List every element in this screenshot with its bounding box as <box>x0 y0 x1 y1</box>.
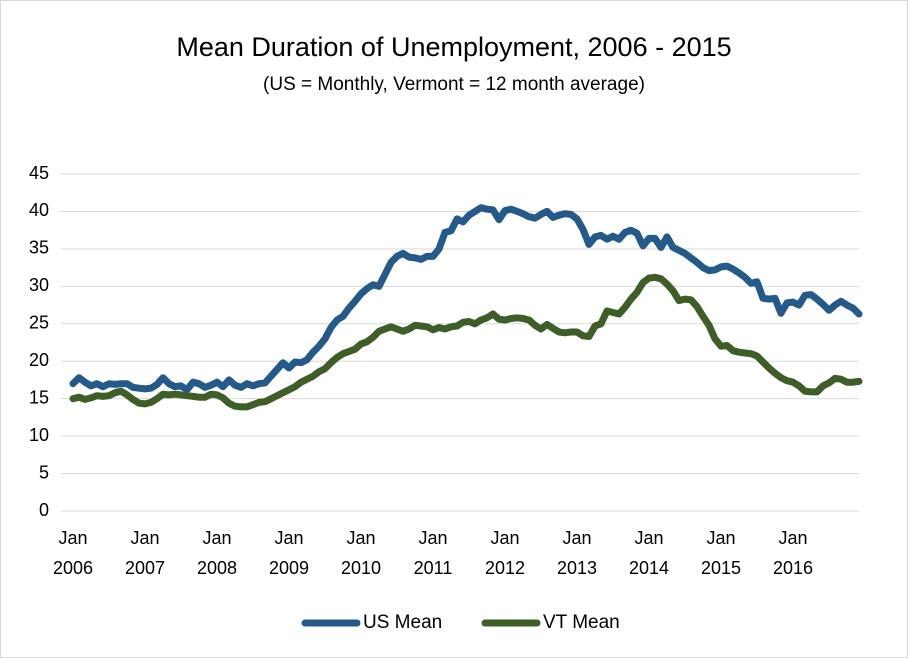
x-tick-label: Jan 2012 <box>484 528 526 578</box>
x-tick-label: Jan 2010 <box>340 528 382 578</box>
line-series <box>69 204 863 394</box>
x-tick-label: Jan 2008 <box>196 528 238 578</box>
y-tick-label: 40 <box>29 200 49 220</box>
y-tick-label: 25 <box>29 313 49 333</box>
chart-subtitle: (US = Monthly, Vermont = 12 month averag… <box>263 74 645 95</box>
y-tick-label: 20 <box>29 350 49 370</box>
y-tick-label: 15 <box>29 387 49 407</box>
y-tick-label: 30 <box>29 275 49 295</box>
x-tick-label: Jan 2015 <box>700 528 742 578</box>
x-tick-label: Jan 2011 <box>413 528 453 578</box>
x-tick-label: Jan 2014 <box>628 528 670 578</box>
y-tick-label: 45 <box>29 163 49 183</box>
x-tick-label: Jan 2013 <box>556 528 598 578</box>
x-tick-label: Jan 2016 <box>772 528 814 578</box>
y-tick-label: 10 <box>29 425 49 445</box>
line-series <box>69 273 863 411</box>
y-tick-label: 5 <box>39 462 49 482</box>
x-tick-label: Jan 2009 <box>268 528 310 578</box>
chart-title: Mean Duration of Unemployment, 2006 - 20… <box>176 32 731 62</box>
y-tick-label: 0 <box>39 500 49 520</box>
legend-label: VT Mean <box>543 612 620 633</box>
x-tick-label: Jan 2006 <box>52 528 94 578</box>
legend-label: US Mean <box>363 612 442 633</box>
x-tick-label: Jan 2007 <box>124 528 166 578</box>
y-tick-label: 35 <box>29 238 49 258</box>
